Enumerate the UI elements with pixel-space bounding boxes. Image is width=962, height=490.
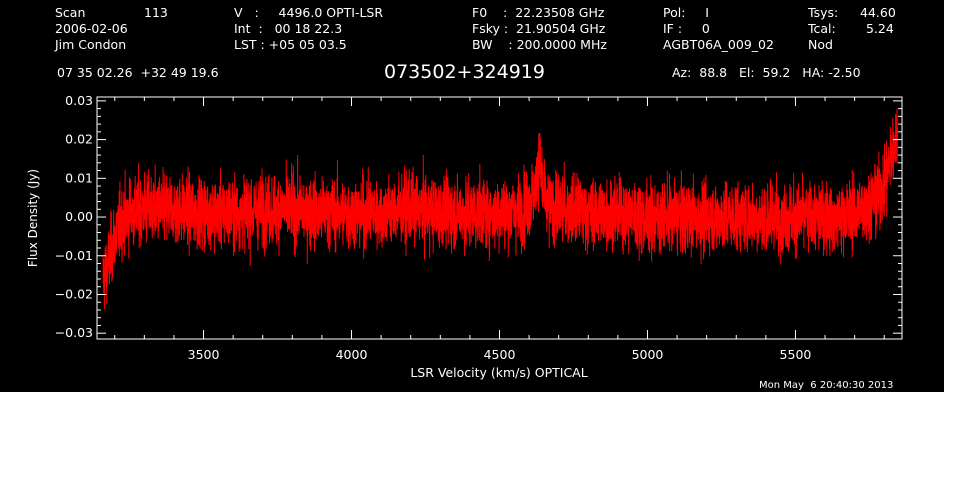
lst-info: LST : +05 05 03.5 bbox=[234, 37, 347, 52]
source-coordinates: 07 35 02.26 +32 49 19.6 bbox=[57, 65, 219, 80]
y-tick-label: 0.01 bbox=[65, 170, 93, 185]
integration-time: Int : 00 18 22.3 bbox=[234, 21, 343, 36]
x-axis-label: LSR Velocity (km/s) OPTICAL bbox=[410, 365, 587, 380]
x-tick-label: 3500 bbox=[188, 347, 220, 362]
y-axis-label: Flux Density (Jy) bbox=[26, 169, 40, 267]
x-tick-label: 4000 bbox=[336, 347, 368, 362]
y-tick-label: 0.00 bbox=[65, 209, 93, 224]
x-tick-label: 5500 bbox=[780, 347, 812, 362]
y-tick-label: −0.01 bbox=[55, 248, 93, 263]
y-tick-label: 0.03 bbox=[65, 93, 93, 108]
plot-window: Scan 113 2006-02-06 Jim Condon V : 4496.… bbox=[0, 0, 944, 392]
polarization: Pol: I bbox=[663, 5, 709, 20]
rest-frequency: F0 : 22.23508 GHz bbox=[472, 5, 605, 20]
observation-date: 2006-02-06 bbox=[55, 21, 128, 36]
pointing-info: Az: 88.8 El: 59.2 HA: -2.50 bbox=[672, 65, 861, 80]
tsys-label: Tsys: bbox=[808, 5, 839, 20]
project-id: AGBT06A_009_02 bbox=[663, 37, 774, 52]
tcal-label: Tcal: bbox=[808, 21, 836, 36]
x-tick-label: 5000 bbox=[632, 347, 664, 362]
observer-name: Jim Condon bbox=[55, 37, 127, 52]
observing-mode: Nod bbox=[808, 37, 833, 52]
spectrum-trace bbox=[102, 108, 899, 310]
source-name: 073502+324919 bbox=[384, 61, 545, 83]
y-tick-label: −0.02 bbox=[55, 286, 93, 301]
timestamp: Mon May 6 20:40:30 2013 bbox=[759, 380, 894, 391]
bandwidth: BW : 200.0000 MHz bbox=[472, 37, 607, 52]
velocity-info: V : 4496.0 OPTI-LSR bbox=[234, 5, 384, 20]
tsys-value: 44.60 bbox=[860, 5, 896, 20]
x-tick-label: 4500 bbox=[484, 347, 516, 362]
if-number: IF : 0 bbox=[663, 21, 710, 36]
sky-frequency: Fsky : 21.90504 GHz bbox=[472, 21, 606, 36]
y-tick-label: −0.03 bbox=[55, 325, 93, 340]
spectrum-chart: 3500 4000 4500 5000 5500 −0.03 −0.02 −0.01 0.00 0… bbox=[26, 93, 903, 380]
tcal-value: 5.24 bbox=[866, 21, 894, 36]
scan-label: Scan bbox=[55, 5, 86, 20]
y-tick-label: 0.02 bbox=[65, 132, 93, 147]
scan-number: 113 bbox=[144, 5, 168, 20]
